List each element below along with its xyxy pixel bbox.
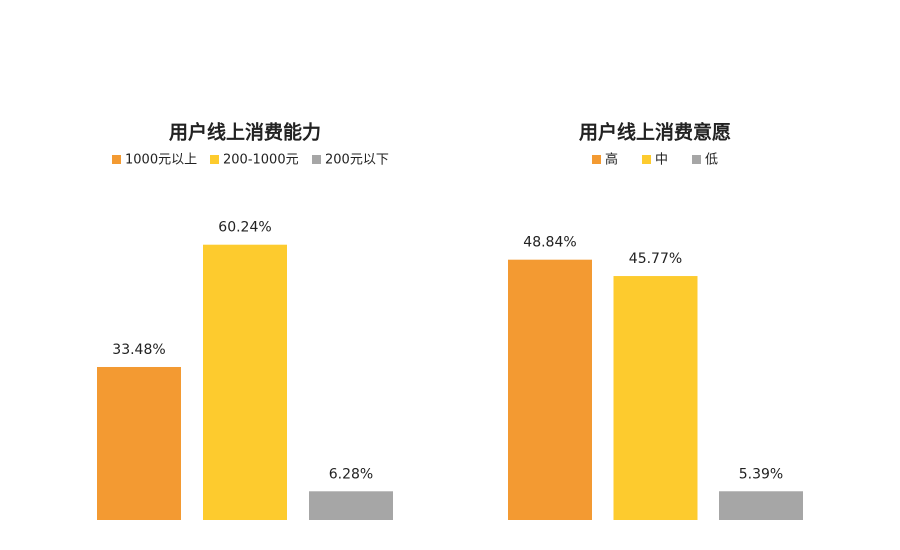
bar [508, 259, 592, 520]
legend-swatch [692, 155, 701, 164]
legend-label: 低 [705, 153, 718, 168]
chart-title: 用户线上消费能力 [169, 121, 321, 144]
bar [203, 244, 287, 521]
legend-swatch [642, 155, 651, 164]
value-label: 45.77% [629, 251, 682, 267]
legend-label: 1000元以上 [125, 153, 197, 168]
legend-swatch [112, 155, 121, 164]
chart: 用户线上消费能力 1000元以上 33.48% 200-1000元 60.24% 200元… [97, 121, 393, 521]
value-label: 5.39% [739, 466, 783, 482]
legend-label: 高 [605, 152, 618, 168]
legend-swatch [210, 155, 219, 164]
legend-label: 中 [655, 153, 668, 168]
bar [719, 491, 803, 520]
value-label: 33.48% [112, 342, 165, 358]
value-label: 6.28% [329, 466, 373, 482]
legend-swatch [592, 155, 601, 164]
chart-title: 用户线上消费意愿 [579, 121, 731, 144]
legend-label: 200-1000元 [223, 153, 299, 168]
bar [97, 366, 181, 520]
legend-label: 200元以下 [325, 153, 389, 168]
bar [309, 491, 393, 520]
bar [613, 276, 698, 520]
value-label: 48.84% [523, 235, 576, 251]
value-label: 60.24% [218, 220, 271, 236]
legend-swatch [312, 155, 321, 164]
